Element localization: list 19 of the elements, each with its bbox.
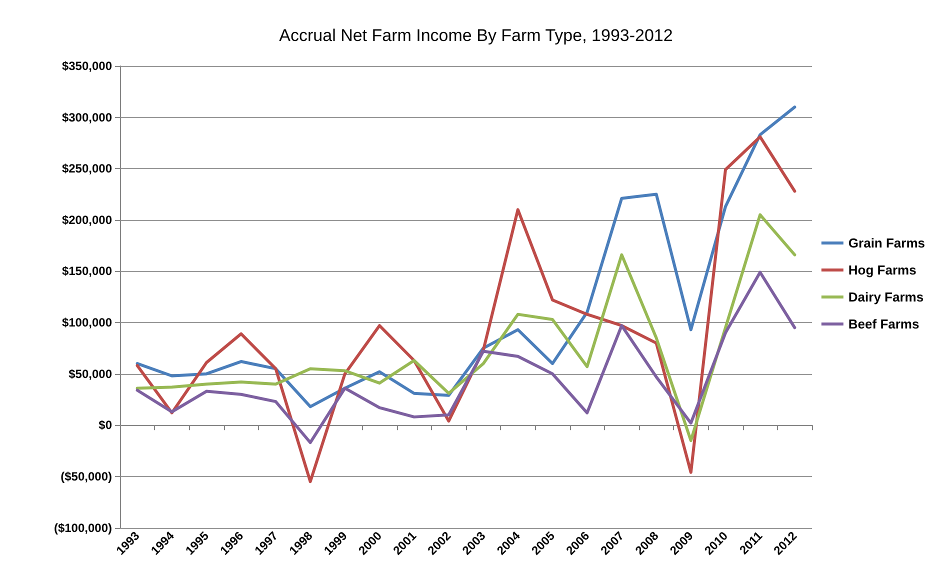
line-series [136, 270, 796, 444]
y-tick-label: $50,000 [68, 366, 112, 381]
y-tick-label: $350,000 [62, 59, 112, 73]
line-series [136, 106, 796, 408]
legend-label: Grain Farms [848, 236, 926, 250]
line-series [136, 135, 796, 484]
y-tick-label: ($100,000) [54, 520, 112, 535]
line-series [136, 213, 796, 442]
legend-label: Beef Farms [848, 316, 920, 332]
y-tick-label: $250,000 [62, 162, 112, 176]
legend-label: Hog Farms [848, 262, 916, 278]
chart-title: Accrual Net Farm Income By Farm Type, 1993-2012 [279, 26, 673, 45]
y-tick-label: ($50,000) [60, 469, 112, 484]
y-tick-label: $200,000 [62, 212, 112, 227]
y-tick-label: $100,000 [62, 316, 112, 330]
y-tick-label: $150,000 [62, 264, 112, 278]
y-tick-label: $300,000 [62, 110, 112, 124]
y-tick-label: $0 [98, 418, 112, 432]
legend-label: Dairy Farms [848, 290, 924, 304]
